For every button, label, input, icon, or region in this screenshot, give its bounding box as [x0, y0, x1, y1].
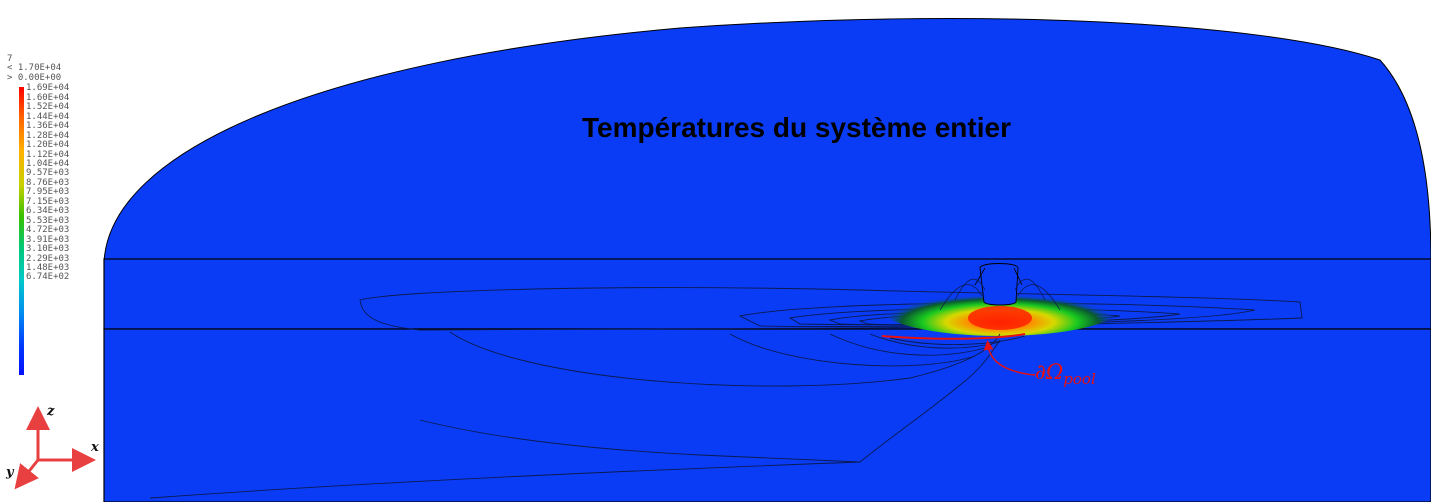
figure-title: Températures du système entier	[582, 112, 1011, 143]
legend-tick: 1.44E+04	[26, 111, 70, 122]
gas-domain	[103, 18, 1431, 263]
legend-under-label: > 0.00E+00	[7, 72, 62, 83]
pool-boundary-label: ∂Ωpool	[1035, 360, 1096, 388]
substrate-contours	[149, 331, 1026, 499]
legend-tick: 8.76E+03	[26, 177, 70, 188]
temperature-legend: 7 < 1.70E+04 > 0.00E+00 1.69E+04 1.60E+04…	[6, 54, 69, 376]
legend-tick: 9.57E+03	[26, 168, 70, 179]
legend-tick: 1.28E+04	[26, 130, 70, 141]
legend-tick: 1.69E+04	[26, 83, 70, 94]
nozzle-contours	[939, 278, 1061, 311]
legend-tick: 6.34E+03	[26, 206, 70, 217]
legend-tick: 1.20E+04	[26, 140, 70, 151]
legend-tick: 2.29E+03	[26, 253, 70, 264]
legend-tick: 1.48E+03	[26, 262, 70, 273]
pool-boundary-arrow	[983, 340, 1036, 376]
x-axis-label: x	[91, 440, 99, 455]
legend-tick: 3.91E+03	[26, 234, 70, 245]
legend-tick: 1.04E+04	[26, 158, 70, 169]
melt-pool-core	[968, 306, 1032, 330]
axis-triad	[14, 406, 96, 490]
legend-ticks: 1.69E+04 1.60E+04 1.52E+04 1.44E+04 1.36E+04…	[26, 83, 70, 283]
torch-nozzle	[979, 263, 1019, 306]
legend-tick: 1.52E+04	[26, 102, 70, 113]
pool-boundary-symbol: ∂Ω	[1035, 360, 1064, 384]
legend-tick: 3.10E+03	[26, 244, 70, 255]
substrate-layer	[103, 328, 1431, 502]
z-axis-label: z	[47, 404, 55, 419]
pool-boundary-line	[881, 333, 1026, 340]
legend-tick: 4.72E+03	[26, 225, 70, 236]
legend-over-label: < 1.70E+04	[7, 63, 62, 74]
legend-tick: 6.74E+02	[26, 272, 70, 283]
legend-tick: 5.53E+03	[26, 215, 70, 226]
legend-tick: 7.15E+03	[26, 196, 70, 207]
plate-layer	[103, 258, 1431, 330]
legend-tick: 7.95E+03	[26, 187, 70, 198]
colorbar	[19, 87, 24, 376]
y-axis-label: y	[6, 465, 14, 480]
legend-header: 7	[7, 54, 13, 64]
pool-boundary-subscript: pool	[1063, 370, 1096, 389]
legend-tick: 1.60E+04	[26, 92, 70, 103]
legend-tick: 1.36E+04	[26, 121, 70, 132]
legend-tick: 1.12E+04	[26, 149, 70, 160]
